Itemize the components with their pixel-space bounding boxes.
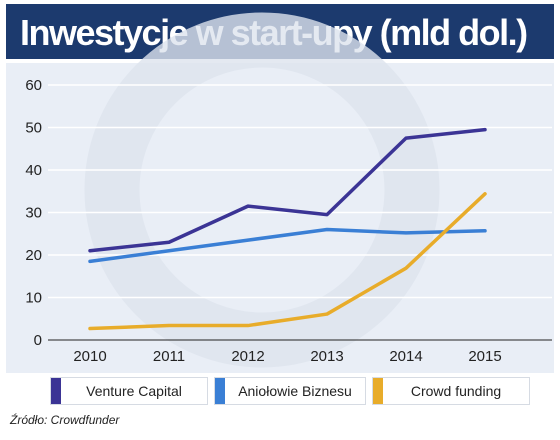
legend-item-crowd-funding: Crowd funding [372,377,530,405]
legend-swatch-crowd-funding [373,378,383,404]
y-tick-label: 0 [34,332,42,349]
legend-swatch-venture-capital [51,378,61,404]
source-note: Źródło: Crowdfunder [10,413,120,427]
x-tick-label: 2015 [468,348,501,365]
y-tick-label: 20 [25,247,42,264]
y-tick-label: 10 [25,290,42,307]
legend-item-venture-capital: Venture Capital [50,377,208,405]
x-tick-label: 2013 [310,348,343,365]
x-tick-label: 2011 [153,348,185,365]
legend-item-aniolowie-biznesu: Aniołowie Biznesu [214,377,366,405]
y-tick-label: 30 [25,205,42,222]
y-tick-label: 60 [25,77,42,94]
legend-label-crowd-funding: Crowd funding [410,383,502,399]
series-line-1 [88,227,487,264]
x-tick-label: 2014 [389,348,422,365]
legend-swatch-aniolowie-biznesu [215,378,225,404]
series-line-0 [88,127,487,253]
legend-label-aniolowie-biznesu: Aniołowie Biznesu [238,383,352,399]
legend-label-venture-capital: Venture Capital [86,383,182,399]
x-tick-label: 2010 [73,348,106,365]
y-tick-label: 50 [25,120,42,137]
series-line-2 [88,192,487,331]
x-tick-label: 2012 [231,348,264,365]
y-tick-label: 40 [25,162,42,179]
